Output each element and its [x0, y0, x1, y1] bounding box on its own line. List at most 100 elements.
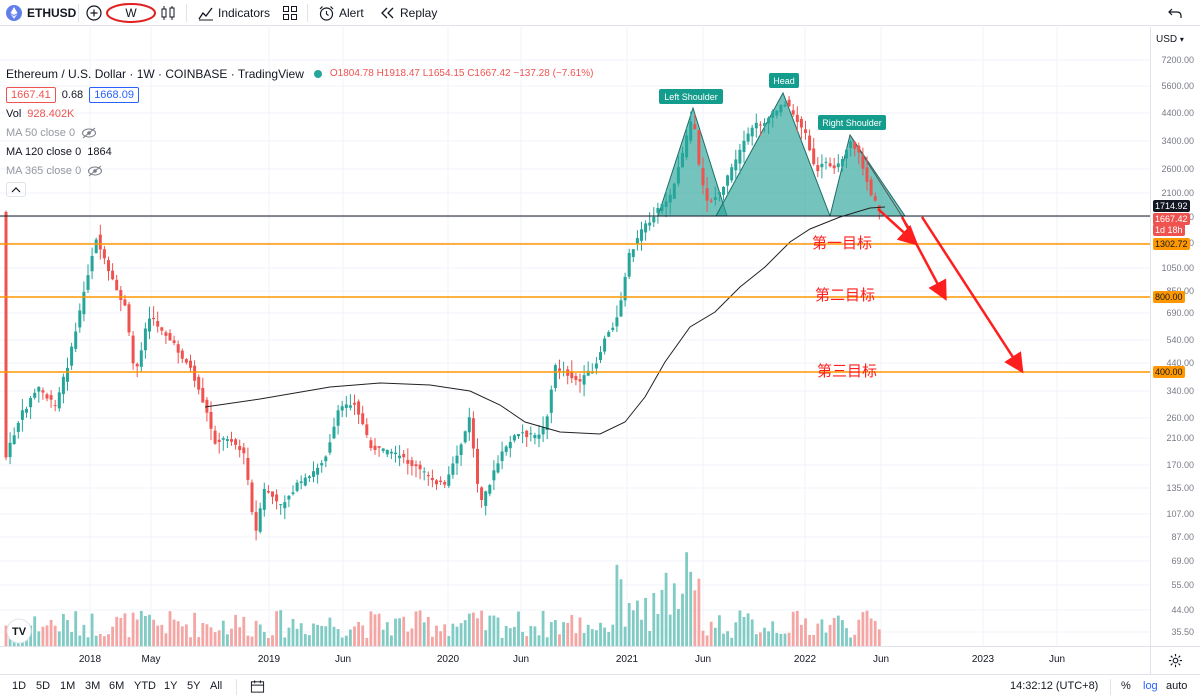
chart-settings-button[interactable]	[1150, 646, 1200, 674]
ask-price[interactable]: 1668.09	[89, 86, 139, 103]
chart-pane[interactable]: Left Shoulder Head Right Shoulder 第一目标 第…	[0, 27, 1150, 646]
volume-bar	[754, 634, 758, 646]
volume-bar	[660, 589, 664, 646]
candle-body	[86, 275, 90, 290]
candle-body	[262, 488, 266, 510]
ma50-label: MA 50 close 0	[6, 126, 76, 139]
symbol-search[interactable]: ETHUSD	[6, 0, 76, 26]
volume-bar	[533, 626, 537, 646]
range-button[interactable]: 5D	[36, 680, 51, 692]
volume-bar	[841, 620, 844, 646]
eye-hidden-icon[interactable]	[81, 127, 97, 139]
range-button[interactable]: 1D	[12, 680, 27, 692]
eye-hidden-icon[interactable]	[87, 165, 103, 177]
range-button[interactable]: 5Y	[187, 680, 201, 692]
candle-body	[635, 238, 639, 245]
candle-body	[603, 338, 607, 352]
undo-button[interactable]	[1168, 0, 1182, 26]
time-tick: May	[141, 654, 161, 665]
target1-text: 第一目标	[812, 234, 872, 252]
chart-type-button[interactable]	[160, 0, 176, 26]
compare-button[interactable]	[86, 0, 102, 26]
volume-bar	[513, 626, 516, 646]
candle-body	[328, 442, 332, 453]
volume-bar	[312, 623, 315, 646]
volume-bar	[369, 611, 373, 646]
volume-bar	[726, 631, 729, 646]
volume-bar	[262, 631, 266, 646]
percent-scale-toggle[interactable]: %	[1121, 680, 1131, 692]
ma50-legend-row[interactable]: MA 50 close 0	[6, 123, 593, 142]
range-button[interactable]: YTD	[134, 680, 156, 692]
alert-button[interactable]: Alert	[318, 0, 364, 26]
volume-bar	[787, 632, 791, 646]
volume-bar	[221, 620, 225, 646]
volume-bar	[377, 613, 381, 646]
head-and-shoulders-pattern	[657, 91, 913, 233]
range-button[interactable]: 3M	[85, 680, 101, 692]
log-scale-toggle[interactable]: log	[1143, 680, 1158, 692]
volume-bar	[615, 564, 619, 646]
add-circle-icon	[86, 5, 102, 21]
candle-body	[66, 367, 69, 382]
candle-body	[275, 494, 279, 502]
layout-button[interactable]	[282, 0, 298, 26]
volume-bar	[78, 635, 82, 646]
candle-body	[49, 395, 53, 400]
range-button[interactable]: 1M	[60, 680, 76, 692]
current-price-label: 1667.42	[1153, 213, 1190, 225]
time-axis[interactable]: 2018 May 2019 Jun 2020 Jun 2021 Jun 2022 Jun 2023 J…	[0, 646, 1150, 672]
pattern-labels: Left Shoulder Head Right Shoulder 第一目标 第…	[659, 73, 886, 380]
ma120-legend-row[interactable]: MA 120 close 0 1864	[6, 142, 593, 161]
currency-selector[interactable]: USD ▾	[1156, 34, 1184, 45]
volume-bar	[492, 615, 496, 646]
range-button[interactable]: 1Y	[164, 680, 178, 692]
price-axis[interactable]: USD ▾ 7200.00 5600.00 4400.00 3400.00 2600.0…	[1150, 27, 1200, 646]
collapse-legend-row[interactable]	[6, 180, 593, 199]
divider	[186, 4, 187, 22]
interval-button[interactable]: W	[106, 0, 156, 26]
candle-body	[41, 390, 45, 393]
range-button[interactable]: All	[210, 680, 223, 692]
volume-bar	[123, 613, 127, 646]
volume-bar	[139, 610, 143, 646]
currency-label: USD	[1156, 34, 1178, 45]
candle-body	[816, 165, 820, 172]
candle-body	[795, 114, 799, 123]
time-tick: Jun	[694, 654, 712, 665]
collapse-legend-button[interactable]	[6, 182, 26, 197]
volume-bar	[759, 632, 762, 646]
volume-bar	[148, 614, 151, 646]
volume-bar	[722, 633, 725, 646]
replay-button[interactable]: Replay	[380, 0, 437, 26]
candle-body	[648, 222, 652, 226]
volume-bar	[254, 620, 258, 646]
candle-body	[283, 502, 287, 509]
price-tick: 170.00	[1166, 460, 1194, 470]
range-button[interactable]: 6M	[109, 680, 125, 692]
indicators-button[interactable]: Indicators	[198, 0, 270, 26]
candle-body	[865, 167, 869, 182]
volume-bar	[783, 633, 787, 646]
time-tick: 2023	[971, 654, 995, 665]
volume-bar	[627, 603, 631, 646]
go-to-date-button[interactable]	[250, 679, 265, 697]
volume-label: Vol	[6, 107, 22, 120]
candle-body	[742, 140, 746, 152]
volume-bar	[611, 624, 615, 646]
volume-bar	[824, 632, 828, 646]
ma365-legend-row[interactable]: MA 365 close 0	[6, 161, 593, 180]
auto-scale-toggle[interactable]: auto	[1166, 680, 1188, 692]
candle-body	[689, 121, 693, 141]
candle-body	[164, 332, 168, 336]
volume-bar	[439, 631, 442, 646]
candle-body	[668, 194, 672, 203]
price-chart-canvas[interactable]: Left Shoulder Head Right Shoulder 第一目标 第…	[0, 27, 1150, 646]
candle-body	[148, 318, 151, 332]
volume-bar	[435, 625, 438, 646]
candle-body	[451, 463, 455, 475]
candle-body	[734, 159, 738, 171]
candle-body	[558, 368, 561, 371]
bid-price[interactable]: 1667.41	[6, 86, 56, 103]
clock-timezone[interactable]: 14:32:12 (UTC+8)	[1010, 680, 1099, 692]
